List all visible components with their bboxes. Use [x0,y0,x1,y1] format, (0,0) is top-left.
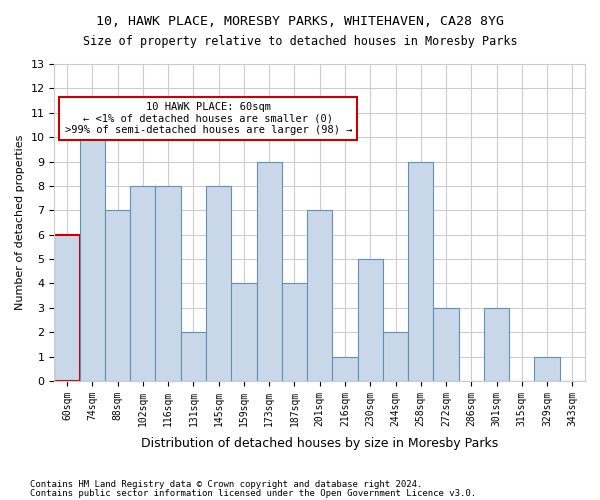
Bar [433,308,458,381]
Bar [155,186,181,381]
Bar [206,186,231,381]
Bar [358,259,383,381]
Y-axis label: Number of detached properties: Number of detached properties [15,135,25,310]
Bar [130,186,155,381]
Text: 10 HAWK PLACE: 60sqm
← <1% of detached houses are smaller (0)
>99% of semi-detac: 10 HAWK PLACE: 60sqm ← <1% of detached h… [65,102,352,135]
Bar [535,356,560,381]
Text: Size of property relative to detached houses in Moresby Parks: Size of property relative to detached ho… [83,35,517,48]
Bar [383,332,408,381]
Bar [231,284,257,381]
Bar [181,332,206,381]
Text: 10, HAWK PLACE, MORESBY PARKS, WHITEHAVEN, CA28 8YG: 10, HAWK PLACE, MORESBY PARKS, WHITEHAVE… [96,15,504,28]
Bar [80,113,105,381]
Bar [282,284,307,381]
X-axis label: Distribution of detached houses by size in Moresby Parks: Distribution of detached houses by size … [141,437,499,450]
Bar [55,234,80,381]
Bar [307,210,332,381]
Text: Contains HM Land Registry data © Crown copyright and database right 2024.: Contains HM Land Registry data © Crown c… [30,480,422,489]
Bar [332,356,358,381]
Bar [408,162,433,381]
Bar [484,308,509,381]
Text: Contains public sector information licensed under the Open Government Licence v3: Contains public sector information licen… [30,488,476,498]
Bar [105,210,130,381]
Bar [257,162,282,381]
